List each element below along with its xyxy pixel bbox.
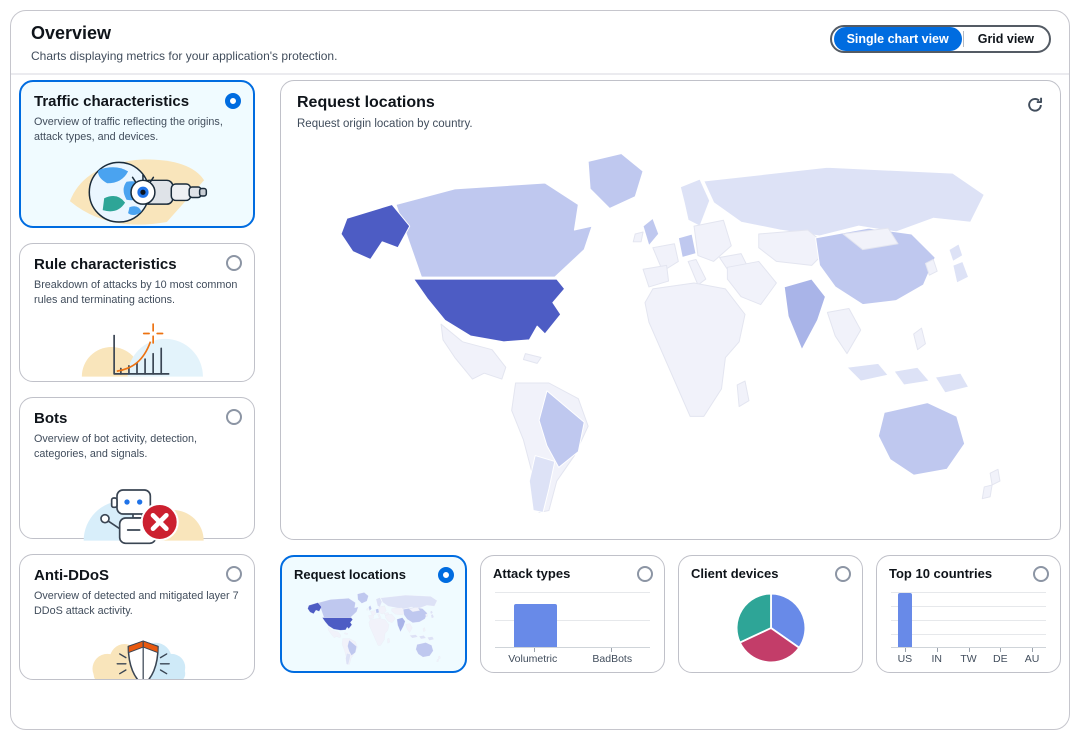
overview-panel: Overview Charts displaying metrics for y… bbox=[10, 10, 1070, 730]
attack-types-bar-volumetric bbox=[513, 603, 557, 647]
mini-card-title: Client devices bbox=[691, 566, 779, 581]
radio-attack-types[interactable] bbox=[637, 566, 653, 582]
main-chart-title: Request locations bbox=[297, 94, 435, 111]
card-description: Overview of traffic reflecting the origi… bbox=[34, 116, 223, 144]
radio-request-locations[interactable] bbox=[438, 567, 454, 583]
mini-chart-card-list: Request locations Attack types bbox=[280, 555, 1061, 673]
mini-card-top-10-countries[interactable]: Top 10 countries bbox=[876, 555, 1061, 673]
mini-card-request-locations[interactable]: Request locations bbox=[280, 555, 467, 673]
client-devices-pie-chart bbox=[735, 592, 806, 664]
x-label: TW bbox=[960, 653, 977, 665]
request-locations-world-map bbox=[340, 153, 1001, 513]
x-label: Volumetric bbox=[508, 653, 558, 665]
toggle-divider bbox=[962, 31, 964, 47]
grid-view-button[interactable]: Grid view bbox=[965, 27, 1047, 51]
category-card-anti-ddos[interactable]: Anti-DDoS Overview of detected and mitig… bbox=[19, 554, 255, 680]
x-label: AU bbox=[1024, 653, 1040, 665]
view-toggle: Single chart view Grid view bbox=[829, 25, 1051, 53]
card-title: Anti-DDoS bbox=[34, 567, 109, 584]
card-title: Traffic characteristics bbox=[34, 93, 190, 110]
top10-bar-us bbox=[897, 592, 912, 647]
radio-bots[interactable] bbox=[226, 409, 242, 425]
attack-types-x-labels: Volumetric BadBots bbox=[493, 653, 652, 665]
mini-card-title: Top 10 countries bbox=[889, 566, 993, 581]
radio-top-10-countries[interactable] bbox=[1033, 566, 1049, 582]
x-label: IN bbox=[931, 653, 942, 665]
radio-traffic-characteristics[interactable] bbox=[225, 93, 241, 109]
main-chart-subtitle: Request origin location by country. bbox=[297, 118, 473, 130]
card-title: Bots bbox=[34, 410, 68, 427]
mini-world-map bbox=[307, 592, 440, 665]
x-label: BadBots bbox=[592, 653, 633, 665]
top10-x-labels: US IN TW DE AU bbox=[889, 653, 1048, 665]
category-card-bots[interactable]: Bots Overview of bot activity, detection… bbox=[19, 397, 255, 545]
globe-telescope-illustration bbox=[34, 149, 240, 231]
mini-card-client-devices[interactable]: Client devices bbox=[678, 555, 863, 673]
x-label: DE bbox=[992, 653, 1008, 665]
mini-card-title: Request locations bbox=[294, 567, 406, 582]
card-description: Overview of bot activity, detection, cat… bbox=[34, 433, 198, 461]
mini-card-title: Attack types bbox=[493, 566, 571, 581]
category-card-list: Traffic characteristics Overview of traf… bbox=[19, 80, 255, 680]
page-title: Overview bbox=[31, 23, 112, 43]
main-chart-panel: Request locations Request origin locatio… bbox=[280, 80, 1061, 540]
card-title: Rule characteristics bbox=[34, 256, 177, 273]
x-label: US bbox=[897, 653, 913, 665]
category-card-traffic-characteristics[interactable]: Traffic characteristics Overview of traf… bbox=[19, 80, 255, 228]
shield-clouds-illustration bbox=[34, 623, 240, 679]
refresh-icon bbox=[1028, 97, 1043, 112]
radio-client-devices[interactable] bbox=[835, 566, 851, 582]
card-description: Breakdown of attacks by 10 most common r… bbox=[34, 279, 238, 307]
mini-card-attack-types[interactable]: Attack types Volumetric BadBots bbox=[480, 555, 665, 673]
card-description: Overview of detected and mitigated layer… bbox=[34, 590, 239, 618]
rising-chart-illustration bbox=[34, 312, 240, 386]
single-chart-view-button[interactable]: Single chart view bbox=[833, 27, 962, 51]
robot-blocked-illustration bbox=[34, 466, 240, 546]
refresh-button[interactable] bbox=[1024, 94, 1046, 119]
attack-types-chart bbox=[493, 592, 652, 652]
radio-anti-ddos[interactable] bbox=[226, 566, 242, 582]
radio-rule-characteristics[interactable] bbox=[226, 255, 242, 271]
page-header: Overview Charts displaying metrics for y… bbox=[11, 11, 1069, 75]
top-10-countries-chart bbox=[889, 592, 1048, 652]
category-card-rule-characteristics[interactable]: Rule characteristics Breakdown of attack… bbox=[19, 243, 255, 382]
page-description: Charts displaying metrics for your appli… bbox=[31, 49, 338, 63]
